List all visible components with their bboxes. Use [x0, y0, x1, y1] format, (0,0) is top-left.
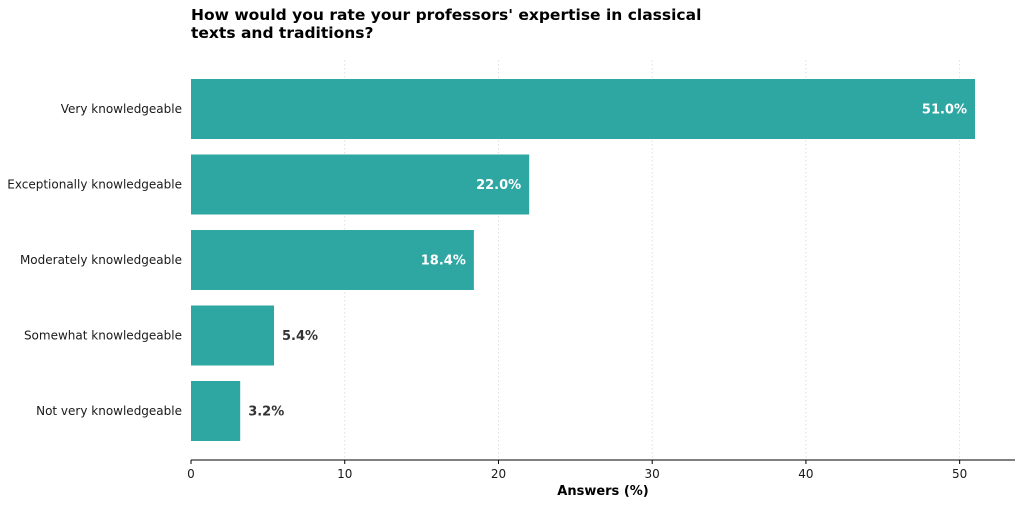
x-tick-label: 20	[491, 467, 506, 481]
data-label: 22.0%	[476, 178, 521, 193]
bar	[191, 381, 241, 441]
bar	[191, 79, 976, 139]
x-axis-title: Answers (%)	[557, 484, 648, 499]
data-label: 3.2%	[248, 405, 284, 420]
x-tick-label: 30	[645, 467, 660, 481]
category-label: Moderately knowledgeable	[20, 253, 182, 267]
x-tick-label: 0	[187, 467, 195, 481]
bar	[191, 230, 474, 290]
x-tick-label: 40	[798, 467, 813, 481]
x-tick-label: 10	[337, 467, 352, 481]
chart-title: How would you rate your professors' expe…	[191, 6, 702, 42]
category-label: Somewhat knowledgeable	[24, 329, 182, 343]
bar	[191, 305, 275, 366]
category-label: Very knowledgeable	[61, 102, 182, 116]
x-tick-label: 50	[952, 467, 967, 481]
bar	[191, 154, 530, 215]
data-label: 18.4%	[421, 254, 466, 269]
category-label: Not very knowledgeable	[36, 404, 182, 418]
category-label: Exceptionally knowledgeable	[7, 178, 182, 192]
data-label: 5.4%	[282, 329, 318, 344]
data-label: 51.0%	[922, 103, 967, 118]
